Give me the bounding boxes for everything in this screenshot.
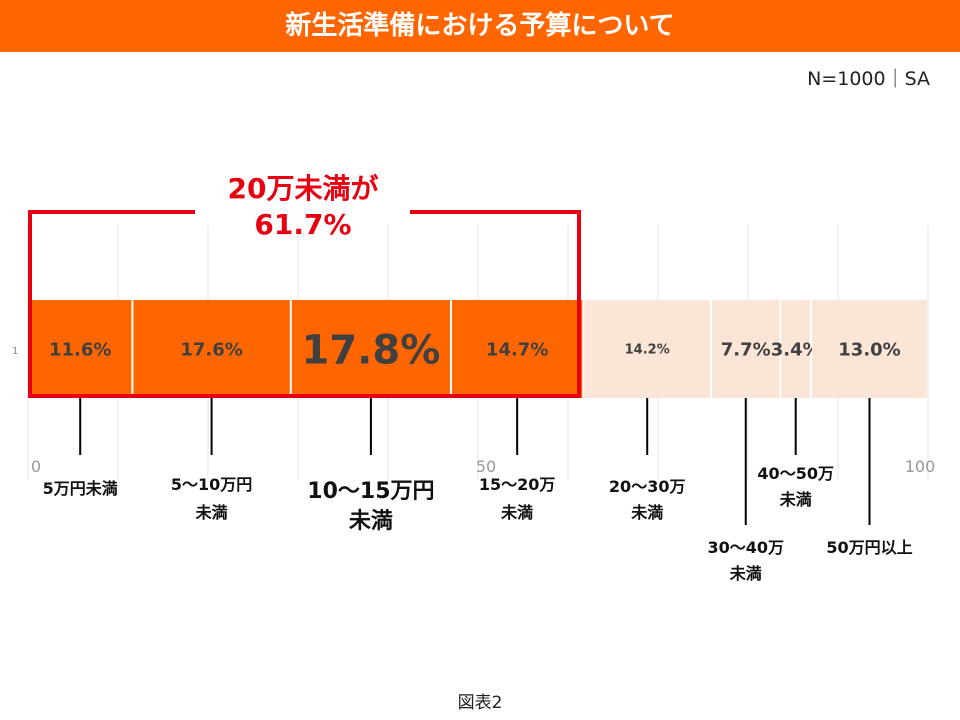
data-label: 14.7% [486, 339, 548, 360]
x-tick-label: 100 [905, 457, 936, 476]
bar-segment [584, 300, 711, 398]
data-label: 14.2% [625, 343, 670, 358]
x-tick-label: 0 [31, 457, 41, 476]
data-label: 11.6% [49, 339, 111, 360]
data-label: 13.0% [838, 339, 900, 360]
bar-segment [133, 300, 290, 398]
category-label: 10〜15万円未満 [307, 479, 434, 534]
bar-segment [712, 300, 780, 398]
sample-note: N=1000｜SA [807, 68, 930, 90]
bar-segment [291, 300, 450, 398]
category-label: 15〜20万未満 [479, 475, 556, 522]
bar-segment [812, 300, 927, 398]
data-label: 3.4% [771, 339, 821, 360]
category-label: 20〜30万未満 [609, 477, 686, 522]
category-label: 5万円未満 [43, 479, 118, 498]
annotation-line1: 20万未満が [228, 172, 379, 205]
bar-segment [452, 300, 583, 398]
category-label: 50万円以上 [826, 538, 912, 557]
category-label: 30〜40万未満 [707, 538, 784, 583]
category-label: 5〜10万円未満 [171, 475, 252, 522]
chart-title: 新生活準備における予算について [0, 0, 960, 52]
x-tick-label: 50 [476, 457, 496, 476]
bar-segment [781, 300, 810, 398]
row-label: 1 [12, 346, 18, 357]
data-label: 7.7% [721, 339, 771, 360]
category-label: 40〜50万未満 [757, 464, 834, 509]
data-label: 17.6% [180, 339, 242, 360]
figure-caption: 図表2 [457, 693, 503, 713]
bar-segment [29, 300, 132, 398]
data-label: 17.8% [302, 327, 441, 373]
highlight-box [28, 210, 581, 398]
annotation-line2: 61.7% [254, 208, 351, 241]
